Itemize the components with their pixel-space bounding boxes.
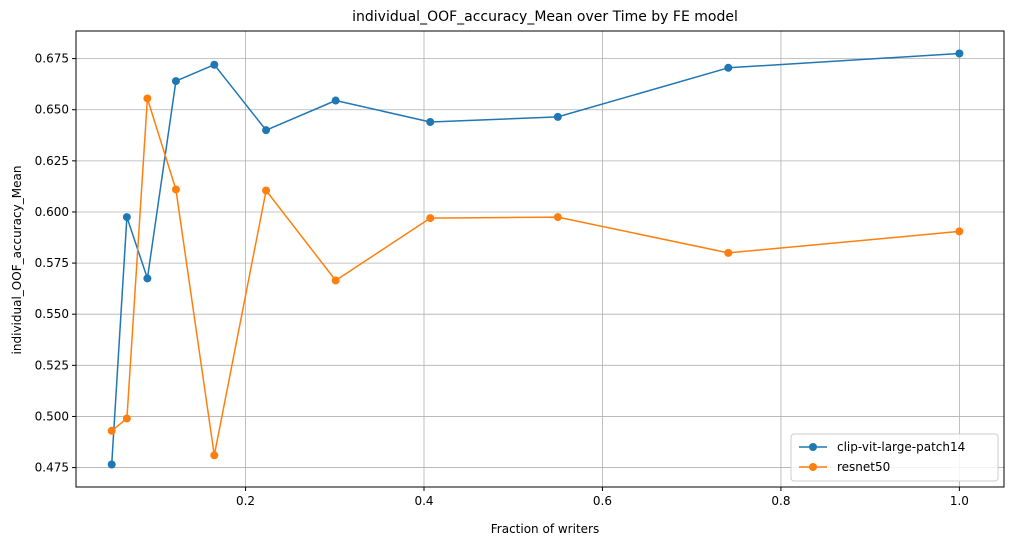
data-point [426,214,435,223]
x-tick-label: 0.6 [593,494,612,508]
y-tick-label: 0.525 [35,358,69,372]
y-tick-label: 0.550 [35,307,69,321]
x-tick-label: 0.2 [236,494,255,508]
data-point [724,248,733,257]
y-tick-label: 0.675 [35,52,69,66]
data-point [262,186,271,195]
data-point [955,227,964,236]
y-tick-label: 0.650 [35,103,69,117]
data-point [955,49,964,58]
legend-box [790,433,999,482]
data-point [426,117,435,126]
data-point [171,185,180,194]
x-axis-title: Fraction of writers [491,522,599,536]
legend-item: clip-vit-large-patch14 [799,440,965,454]
x-tick-label: 1.0 [950,494,969,508]
y-axis-title: individual_OOF_accuracy_Mean [10,166,24,355]
legend-label: clip-vit-large-patch14 [837,440,965,454]
legend-item: resnet50 [799,460,890,474]
series-line [111,97,960,457]
x-tick-label: 0.4 [414,494,433,508]
x-tick-label: 0.8 [771,494,790,508]
plot-frame [75,30,1005,488]
data-point [210,451,219,460]
y-tick-label: 0.575 [35,256,69,270]
series-layer [107,49,964,469]
y-tick-label: 0.475 [35,461,69,475]
grid [76,31,1004,487]
data-point [107,426,116,435]
y-axis: 0.475 0.500 0.525 0.550 0.575 0.600 0.625 0.650… [35,52,76,475]
data-point [122,213,131,222]
data-point [553,112,562,121]
data-point [724,63,733,72]
data-point [107,460,116,469]
chart-title: individual_OOF_accuracy_Mean over Time b… [352,9,738,25]
y-tick-label: 0.500 [35,409,69,423]
x-axis: 0.2 0.4 0.6 0.8 1.0 [236,487,969,508]
data-point [331,96,340,105]
legend: clip-vit-large-patch14 resnet50 [790,433,999,482]
series-2 [107,94,964,460]
y-tick-label: 0.600 [35,205,69,219]
legend-marker [809,463,817,471]
legend-marker [809,443,817,451]
legend-label: resnet50 [837,460,890,474]
y-tick-label: 0.625 [35,154,69,168]
data-point [171,77,180,86]
data-point [143,94,152,103]
data-point [143,274,152,283]
data-point [553,213,562,222]
data-point [262,126,271,135]
series-1 [107,49,964,469]
data-point [331,276,340,285]
data-point [122,414,131,423]
series-line [110,52,960,465]
data-point [210,60,219,69]
